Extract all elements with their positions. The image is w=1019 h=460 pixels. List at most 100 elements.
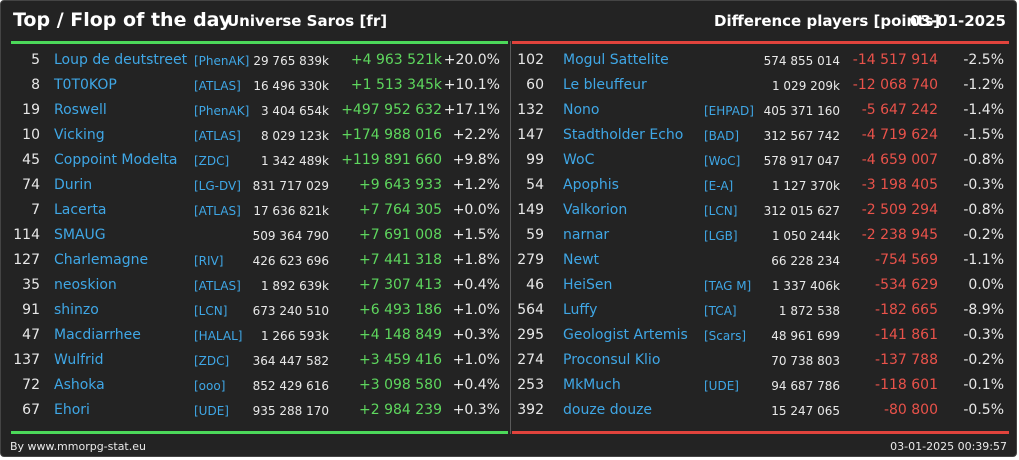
- player-rank: 295: [517, 327, 544, 343]
- percent-change: +17.1%: [443, 102, 500, 118]
- alliance-tag-link[interactable]: [LCN]: [194, 304, 228, 318]
- alliance-tag-link[interactable]: [ATLAS]: [194, 204, 241, 218]
- player-rank: 102: [517, 52, 544, 68]
- alliance-tag-link[interactable]: [PhenAK]: [194, 104, 250, 118]
- player-name-link[interactable]: Stadtholder Echo: [563, 127, 684, 143]
- player-name-link[interactable]: neoskion: [54, 277, 117, 293]
- player-name-link[interactable]: Geologist Artemis: [563, 327, 688, 343]
- player-rank: 74: [22, 177, 40, 193]
- alliance-tag-link[interactable]: [WoC]: [704, 154, 741, 168]
- alliance-tag-link[interactable]: [TCA]: [704, 304, 737, 318]
- column-separator: [510, 41, 511, 434]
- player-name-link[interactable]: Lacerta: [54, 202, 107, 218]
- player-name-link[interactable]: Loup de deutstreet: [54, 52, 188, 68]
- alliance-tag-link[interactable]: [ATLAS]: [194, 279, 241, 293]
- alliance-tag-link[interactable]: [ATLAS]: [194, 129, 241, 143]
- alliance-tag-link[interactable]: [BAD]: [704, 129, 740, 143]
- points-difference: -2 238 945: [861, 227, 938, 243]
- player-name-link[interactable]: SMAUG: [54, 227, 106, 243]
- player-rank: 392: [517, 402, 544, 418]
- player-name-link[interactable]: T0T0KOP: [54, 77, 117, 93]
- player-name-link[interactable]: douze douze: [563, 402, 653, 418]
- player-rank: 19: [22, 102, 40, 118]
- player-name-link[interactable]: Valkorion: [563, 202, 628, 218]
- player-name-link[interactable]: Le bleuffeur: [563, 77, 647, 93]
- player-rank: 91: [22, 302, 40, 318]
- flop-player-row: 60 Le bleuffeur 1 029 209k -12 068 740 -1.2%: [511, 75, 1016, 100]
- player-rank: 147: [517, 127, 544, 143]
- player-name-link[interactable]: HeiSen: [563, 277, 613, 293]
- flop-player-row: 59 narnar [LGB] 1 050 244k -2 238 945 -0.2%: [511, 225, 1016, 250]
- player-rank: 99: [526, 152, 544, 168]
- percent-change: +1.8%: [452, 252, 500, 268]
- flop-player-row: 102 Mogul Sattelite 574 855 014 -14 517 914…: [511, 50, 1016, 75]
- alliance-tag-link[interactable]: [ZDC]: [194, 154, 230, 168]
- player-name-link[interactable]: Ehori: [54, 402, 90, 418]
- player-name-link[interactable]: Luffy: [563, 302, 598, 318]
- points-difference: +3 459 416: [359, 352, 442, 368]
- top-player-row: 45 Coppoint Modelta [ZDC] 1 342 489k +119 89…: [1, 150, 510, 175]
- player-name-link[interactable]: Roswell: [54, 102, 107, 118]
- player-points: 94 687 786: [771, 379, 840, 393]
- player-rank: 564: [517, 302, 544, 318]
- player-name-link[interactable]: Vicking: [54, 127, 105, 143]
- header-date: 03-01-2025: [910, 12, 1006, 30]
- player-rank: 67: [22, 402, 40, 418]
- player-name-link[interactable]: Durin: [54, 177, 93, 193]
- player-name-link[interactable]: WoC: [563, 152, 595, 168]
- alliance-tag-link[interactable]: [LGB]: [704, 229, 738, 243]
- alliance-tag-link[interactable]: [RIV]: [194, 254, 224, 268]
- alliance-tag-link[interactable]: [PhenAK]: [194, 54, 250, 68]
- player-name-link[interactable]: Ashoka: [54, 377, 105, 393]
- percent-change: +1.5%: [452, 227, 500, 243]
- player-rank: 45: [22, 152, 40, 168]
- top-player-row: 137 Wulfrid [ZDC] 364 447 582 +3 459 416 +1.0…: [1, 350, 510, 375]
- points-difference: -80 800: [883, 402, 938, 418]
- flop-player-row: 54 Apophis [E-A] 1 127 370k -3 198 405 -0.3%: [511, 175, 1016, 200]
- player-name-link[interactable]: Newt: [563, 252, 600, 268]
- top-player-row: 19 Roswell [PhenAK] 3 404 654k +497 952 632 +…: [1, 100, 510, 125]
- points-difference: +7 441 318: [359, 252, 442, 268]
- header: Top / Flop of the day Universe Saros [fr…: [11, 9, 1006, 35]
- player-rank: 137: [13, 352, 40, 368]
- player-name-link[interactable]: Macdiarrhee: [54, 327, 141, 343]
- top-player-row: 8 T0T0KOP [ATLAS] 16 496 330k +1 513 345k +10…: [1, 75, 510, 100]
- player-rank: 10: [22, 127, 40, 143]
- alliance-tag-link[interactable]: [HALAL]: [194, 329, 243, 343]
- player-name-link[interactable]: narnar: [563, 227, 610, 243]
- player-points: 1 892 639k: [260, 279, 329, 293]
- points-difference: -14 517 914: [852, 52, 938, 68]
- page-title: Top / Flop of the day: [13, 9, 232, 31]
- player-name-link[interactable]: MkMuch: [563, 377, 621, 393]
- player-rank: 72: [22, 377, 40, 393]
- alliance-tag-link[interactable]: [E-A]: [704, 179, 734, 193]
- percent-change: +1.2%: [452, 177, 500, 193]
- alliance-tag-link[interactable]: [LCN]: [704, 204, 738, 218]
- alliance-tag-link[interactable]: [UDE]: [704, 379, 739, 393]
- alliance-tag-link[interactable]: [TAG M]: [704, 279, 752, 293]
- player-name-link[interactable]: Charlemagne: [54, 252, 149, 268]
- alliance-tag-link[interactable]: [Scars]: [704, 329, 747, 343]
- points-difference: +2 984 239: [359, 402, 442, 418]
- player-name-link[interactable]: Apophis: [563, 177, 619, 193]
- alliance-tag-link[interactable]: [ZDC]: [194, 354, 230, 368]
- alliance-tag-link[interactable]: [ooo]: [194, 379, 226, 393]
- points-difference: +6 493 186: [359, 302, 442, 318]
- alliance-tag-link[interactable]: [ATLAS]: [194, 79, 241, 93]
- source-footer: By www.mmorpg-stat.eu: [10, 440, 146, 453]
- player-name-link[interactable]: shinzo: [54, 302, 99, 318]
- player-name-link[interactable]: Mogul Sattelite: [563, 52, 669, 68]
- player-points: 574 855 014: [763, 54, 840, 68]
- percent-change: +1.0%: [452, 302, 500, 318]
- player-name-link[interactable]: Wulfrid: [54, 352, 104, 368]
- top-player-row: 72 Ashoka [ooo] 852 429 616 +3 098 580 +0.4%: [1, 375, 510, 400]
- player-name-link[interactable]: Proconsul Klio: [563, 352, 661, 368]
- player-name-link[interactable]: Coppoint Modelta: [54, 152, 178, 168]
- percent-change: +1.0%: [452, 352, 500, 368]
- player-name-link[interactable]: Nono: [563, 102, 600, 118]
- alliance-tag-link[interactable]: [UDE]: [194, 404, 229, 418]
- alliance-tag-link[interactable]: [LG-DV]: [194, 179, 241, 193]
- alliance-tag-link[interactable]: [EHPAD]: [704, 104, 754, 118]
- player-rank: 279: [517, 252, 544, 268]
- percent-change: -0.2%: [963, 227, 1004, 243]
